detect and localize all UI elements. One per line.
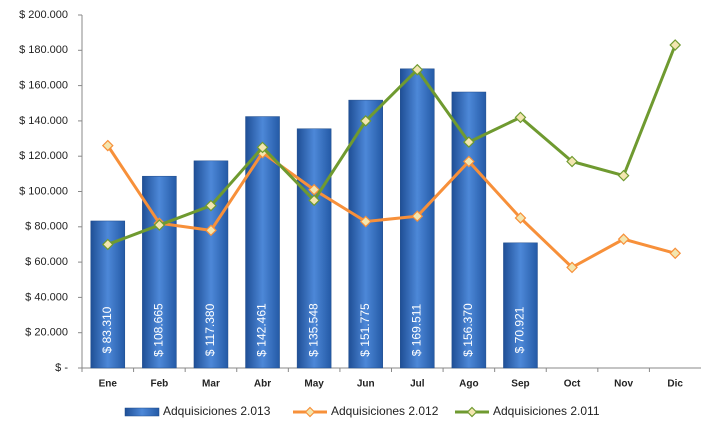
bar [503,242,538,369]
y-tick-label: $ 140.000 [19,115,68,127]
bar [348,99,383,369]
legend-marker [466,406,478,418]
bar-value-label: $ 169.511 [409,303,423,356]
bar [193,160,229,369]
y-tick-label: $ 200.000 [19,9,68,21]
legend-marker [304,406,316,418]
legend-label: Adquisiciones 2.011 [493,404,600,418]
line-marker [566,261,578,274]
bar-value-label: $ 83.310 [100,306,114,353]
line-marker [308,194,320,207]
y-tick-label: $ 120.000 [19,150,68,162]
line-marker [514,111,527,124]
x-tick-label: Nov [614,379,633,390]
line-marker [205,224,217,237]
line-marker [669,247,682,260]
x-tick-label: Abr [254,379,271,390]
y-tick-label: $ 20.000 [25,327,68,339]
line-marker [411,63,424,76]
bar-value-label: $ 142.461 [255,303,269,357]
line-marker [463,136,475,148]
bar [296,128,332,369]
line-marker [205,199,217,212]
legend-label: Adquisiciones 2.013 [163,404,271,418]
x-tick-label: Dic [667,379,683,390]
y-tick-label: $ 160.000 [19,80,68,92]
x-tick-label: Ago [459,379,478,390]
bar-value-label: $ 108.665 [152,303,166,357]
y-tick-label: $ 60.000 [25,256,68,268]
line-marker [359,115,372,127]
line-marker [153,219,166,231]
x-tick-label: Oct [564,379,581,390]
x-tick-label: Ene [99,379,118,390]
line-marker [463,155,475,168]
legend-swatch [124,407,160,417]
y-tick-label: $ 180.000 [19,44,68,56]
x-tick-label: Jul [410,379,425,390]
line-marker [101,238,114,251]
line-marker [669,39,682,51]
line-marker [566,155,578,168]
line-marker [411,210,424,223]
line [107,44,677,246]
line [106,144,676,270]
line-marker [514,212,527,224]
line-marker [359,215,372,228]
y-tick-label: $ 80.000 [25,221,68,233]
bar-value-label: $ 156.370 [461,303,475,357]
x-tick-label: May [304,379,324,390]
legend-label: Adquisiciones 2.012 [331,404,439,418]
y-tick-label: $ 100.000 [19,185,68,197]
x-tick-label: Mar [202,379,220,390]
line-marker [256,141,269,154]
y-tick-label: $ 40.000 [25,291,68,303]
bar-value-label: $ 70.921 [513,306,527,353]
bar-value-label: $ 117.380 [203,303,217,356]
line-marker [617,233,630,246]
line-marker [617,169,630,182]
x-tick-label: Feb [150,379,168,390]
bar-value-label: $ 151.775 [358,303,372,357]
bar-value-label: $ 135.548 [306,303,320,357]
x-tick-label: Jun [357,379,375,390]
y-tick-label: $ - [55,362,68,374]
line-marker [101,139,114,152]
x-tick-label: Sep [511,379,529,390]
